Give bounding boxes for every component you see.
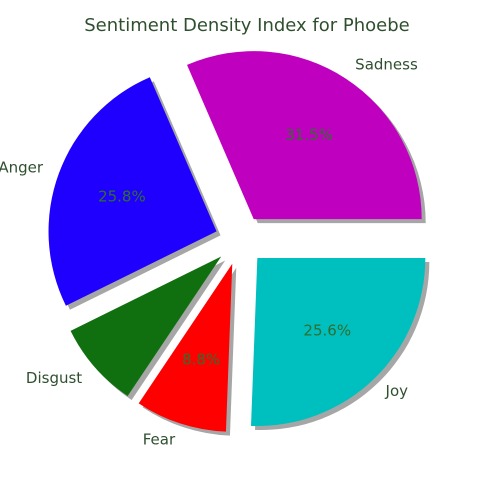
- percent-label-fear: 8.8%: [182, 351, 220, 369]
- slice-joy: [251, 258, 426, 427]
- percent-label-joy: 25.6%: [303, 322, 351, 340]
- pie-slices: [48, 51, 426, 432]
- percent-label-sadness: 31.5%: [285, 126, 333, 144]
- percent-label-anger: 25.8%: [98, 188, 146, 206]
- pie-labels: Sadness 31.5% Anger 25.8% Disgust Fear 8.8% Joy…: [0, 56, 418, 449]
- slice-sadness: [187, 51, 422, 220]
- slice-anger: [48, 77, 217, 306]
- chart-title: Sentiment Density Index for Phoebe: [84, 15, 410, 36]
- category-label-anger: Anger: [0, 159, 44, 177]
- category-label-sadness: Sadness: [355, 56, 418, 74]
- slice-fear: [138, 263, 233, 432]
- category-label-disgust: Disgust: [26, 369, 82, 387]
- category-label-fear: Fear: [143, 431, 176, 449]
- category-label-joy: Joy: [385, 382, 409, 400]
- slice-disgust: [70, 256, 222, 397]
